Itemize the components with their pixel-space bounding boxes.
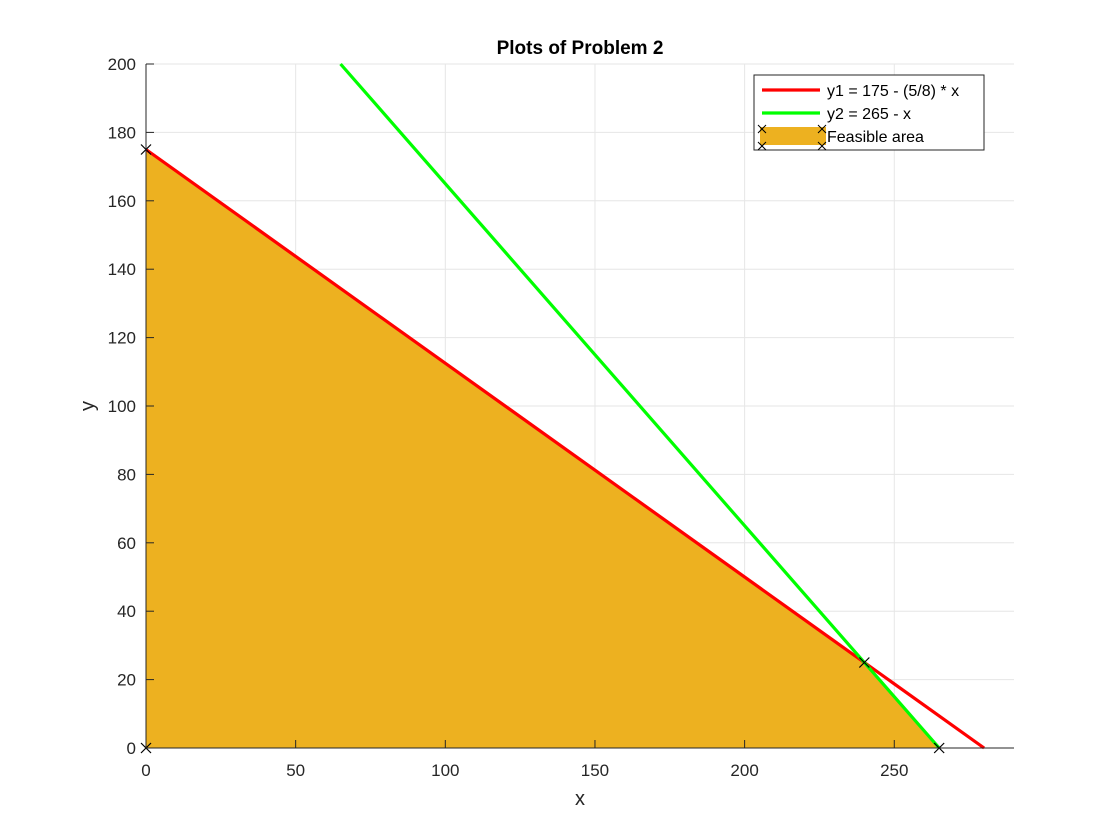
legend-label: Feasible area: [827, 129, 924, 146]
legend-item: y2 = 265 - x: [762, 106, 911, 123]
y-tick-label: 80: [117, 465, 136, 484]
y-tick-label: 60: [117, 534, 136, 553]
y-tick-label: 100: [108, 397, 136, 416]
vertex-marker: [858, 657, 870, 668]
y-tick-label: 180: [108, 123, 136, 142]
x-tick-label: 0: [141, 761, 150, 780]
y-tick-label: 40: [117, 602, 136, 621]
chart-title: Plots of Problem 2: [497, 38, 664, 59]
x-tick-label: 150: [581, 761, 609, 780]
y-axis-label: y: [77, 401, 99, 411]
x-tick-label: 50: [286, 761, 305, 780]
legend-swatch: [760, 127, 826, 145]
legend-marker: [817, 124, 827, 134]
x-tick-label: 100: [431, 761, 459, 780]
legend-marker: [757, 124, 767, 134]
legend-item: y1 = 175 - (5/8) * x: [762, 83, 959, 100]
legend-item: Feasible area: [757, 124, 924, 151]
x-tick-label: 250: [880, 761, 908, 780]
legend-marker: [817, 141, 827, 151]
feasible-area-region: [146, 149, 940, 748]
y-tick-label: 120: [108, 329, 136, 348]
y-tick-label: 200: [108, 55, 136, 74]
legend: y1 = 175 - (5/8) * x y2 = 265 - x Feasible…: [753, 74, 985, 151]
x-tick-label: 200: [730, 761, 758, 780]
series-line-y2: [339, 62, 941, 750]
legend-label: y1 = 175 - (5/8) * x: [827, 83, 959, 100]
legend-marker: [757, 141, 767, 151]
x-axis-label: x: [575, 788, 585, 810]
y-tick-label: 140: [108, 260, 136, 279]
plot-area: 0 50 100 150 200 250 0 20 40 60 80 100 120 140 160 180 2…: [108, 55, 1014, 780]
legend-label: y2 = 265 - x: [827, 106, 911, 123]
y-tick-label: 160: [108, 192, 136, 211]
y-tick-label: 0: [127, 739, 136, 758]
series-line-y1: [145, 148, 985, 750]
y-tick-label: 20: [117, 671, 136, 690]
